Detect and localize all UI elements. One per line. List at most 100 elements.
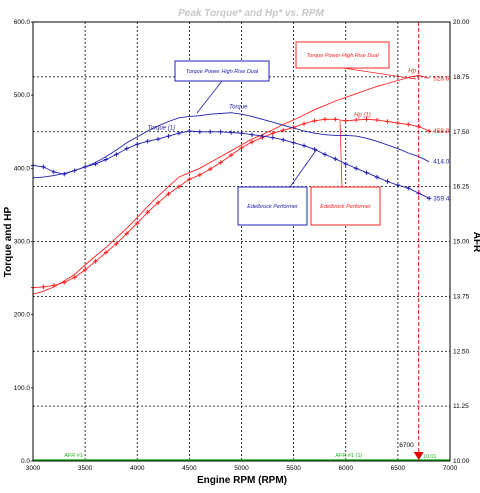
data-point	[228, 130, 234, 135]
data-point	[51, 283, 57, 288]
data-point	[406, 185, 411, 191]
y-tick-label: 300.0	[14, 239, 31, 246]
data-point	[208, 166, 213, 172]
data-point	[270, 131, 275, 136]
data-point	[124, 231, 130, 236]
x-tick-label: 3000	[26, 465, 41, 472]
data-point	[218, 160, 223, 165]
data-point	[249, 139, 255, 145]
data-point	[228, 152, 234, 158]
data-point	[312, 118, 317, 123]
callout-label: Edelbrock Performer	[247, 204, 299, 210]
y-axis-label: Torque and HP	[3, 206, 14, 277]
series-line-torque	[32, 112, 430, 179]
data-point	[208, 129, 213, 134]
data-point	[426, 128, 432, 134]
y2-tick-label: 16.25	[453, 184, 470, 191]
data-point	[364, 170, 369, 175]
callout-label: Edelbrock Performer	[320, 204, 372, 210]
data-point	[176, 131, 182, 136]
callout-box	[310, 186, 381, 226]
data-point	[322, 117, 328, 122]
data-point	[82, 267, 88, 273]
y2-tick-label: 18.75	[453, 74, 470, 81]
x-tick-label: 6500	[391, 465, 406, 472]
series-annotation: Hp (1)	[354, 112, 371, 118]
data-point	[218, 129, 223, 134]
data-point	[239, 131, 244, 136]
callout-label: Torque Power High Rise Dual	[186, 69, 259, 75]
data-point	[103, 250, 109, 255]
callout-box	[295, 41, 390, 69]
callout-label: Torque Power High Rise Dual	[306, 53, 379, 59]
series-end-label: 414.0	[433, 159, 450, 166]
data-point	[124, 146, 130, 151]
data-point	[155, 200, 161, 205]
data-point	[291, 140, 296, 145]
series-line-hp	[32, 74, 430, 295]
y2-tick-label: 10.00	[453, 458, 470, 465]
y-tick-label: 400.0	[14, 165, 31, 172]
data-point	[72, 275, 77, 280]
data-point	[281, 137, 286, 142]
data-point	[41, 284, 46, 290]
chart-title: Peak Torque* and Hp* vs. RPM	[178, 8, 324, 19]
data-point	[406, 122, 411, 127]
x-tick-label: 4000	[130, 465, 145, 472]
series-end-label: 458.9	[433, 128, 450, 135]
data-point	[82, 164, 88, 170]
x-tick-label: 3500	[78, 465, 93, 472]
data-point	[385, 179, 390, 184]
x-tick-label: 5500	[286, 465, 301, 472]
y2-tick-label: 13.75	[453, 293, 470, 300]
x-axis-label: Engine RPM (RPM)	[197, 475, 287, 486]
data-point	[93, 161, 98, 167]
data-point	[166, 133, 171, 139]
series-group: 528.6 458.9 414.0 359.4	[30, 74, 450, 461]
callout-arrow	[339, 120, 343, 188]
data-point	[353, 166, 359, 171]
data-point	[197, 129, 202, 134]
rpm-cursor-marker	[413, 452, 424, 460]
data-point	[333, 117, 338, 122]
data-point	[343, 161, 348, 167]
data-point	[176, 184, 182, 189]
y-tick-label: 600.0	[14, 19, 31, 26]
data-point	[197, 172, 202, 178]
tick-labels: 3000 3500 4000 4500 5000 5500 6000 6500 700010.0…	[14, 19, 470, 472]
afr-label: AFR #1	[64, 453, 83, 459]
data-point	[374, 174, 380, 180]
data-point	[395, 120, 401, 126]
data-point	[343, 118, 348, 123]
y2-axis-label: AFR	[471, 232, 480, 253]
data-point	[333, 156, 338, 162]
data-point	[187, 177, 192, 182]
data-point	[93, 259, 98, 264]
data-point	[322, 152, 328, 157]
data-point	[62, 280, 67, 285]
series-end-label: 528.6	[433, 75, 450, 82]
grid	[33, 22, 450, 461]
y-tick-label: 200.0	[14, 312, 31, 319]
series-end-label: 359.4	[433, 195, 450, 202]
series-annotation: Hp	[408, 68, 416, 74]
data-point	[281, 128, 286, 133]
x-tick-label: 4500	[182, 465, 197, 472]
data-point	[103, 157, 109, 162]
callout-arrow	[342, 67, 417, 80]
data-point	[312, 147, 317, 152]
y2-tick-label: 20.00	[453, 19, 470, 26]
data-point	[145, 210, 150, 215]
data-point	[301, 143, 307, 148]
y2-tick-label: 15.00	[453, 239, 470, 246]
data-point	[301, 121, 307, 126]
data-point	[395, 182, 401, 188]
rpm-cursor-afr: 10.01	[423, 454, 437, 460]
data-point	[260, 133, 265, 139]
series-annotation: Torque	[229, 104, 248, 110]
data-point	[385, 119, 390, 124]
annotations: Hp Hp (1) Torque Torque (1) Torque Power Hig…	[64, 22, 436, 461]
data-point	[374, 117, 380, 123]
